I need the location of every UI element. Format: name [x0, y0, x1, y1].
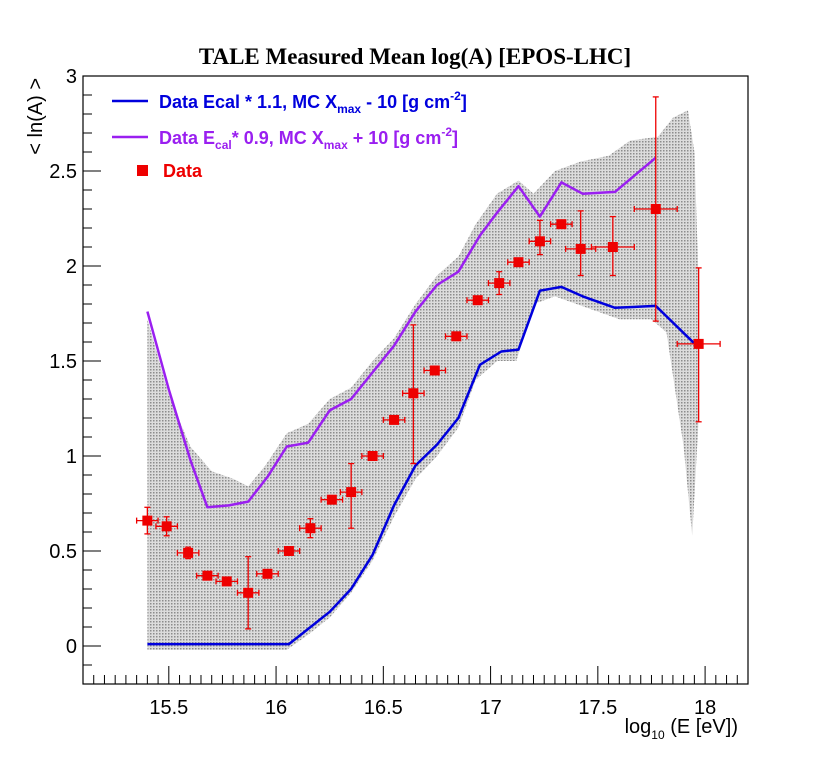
- legend: Data Ecal * 1.1, MC Xmax - 10 [g cm-2] D…: [112, 89, 467, 181]
- data-marker: [513, 257, 524, 268]
- data-marker: [326, 494, 337, 505]
- data-marker: [389, 414, 400, 425]
- y-axis-label: < ln(A) >: [25, 78, 47, 155]
- series-line-blue: [147, 285, 700, 646]
- data-point: [466, 295, 490, 306]
- data-point: [320, 494, 344, 505]
- y-tick-label: 2.5: [49, 161, 77, 183]
- data-marker: [451, 331, 462, 342]
- legend-data-marker: [137, 165, 148, 176]
- y-tick-label: 0.5: [49, 541, 77, 563]
- band-area: [147, 110, 699, 650]
- data-point: [339, 462, 363, 529]
- data-point: [401, 324, 425, 465]
- x-tick-label: 18: [694, 697, 716, 719]
- data-point: [215, 576, 239, 587]
- x-tick-label: 16: [265, 697, 287, 719]
- data-marker: [556, 219, 567, 230]
- x-tick-label: 17.5: [578, 697, 617, 719]
- data-point: [299, 518, 322, 539]
- data-marker: [575, 243, 586, 254]
- y-tick-label: 1.5: [49, 351, 77, 373]
- data-marker: [202, 570, 213, 581]
- data-point: [633, 96, 678, 322]
- x-tick-label: 17: [479, 697, 501, 719]
- data-marker: [408, 388, 419, 399]
- data-point: [382, 414, 406, 425]
- data-point: [423, 365, 447, 376]
- y-tick-label: 2: [66, 256, 77, 278]
- data-marker: [494, 278, 505, 289]
- data-point: [590, 215, 635, 277]
- series-line-purple: [146, 156, 657, 509]
- legend-purple-label: Data Ecal* 0.9, MC Xmax + 10 [g cm-2]: [159, 125, 458, 152]
- data-point: [277, 546, 301, 556]
- data-marker: [221, 576, 232, 587]
- data-point: [565, 210, 597, 277]
- data-point: [444, 331, 468, 342]
- data-point: [155, 516, 179, 537]
- data-marker: [183, 547, 194, 558]
- data-point: [676, 267, 721, 423]
- data-marker: [161, 521, 172, 532]
- data-marker: [607, 242, 618, 252]
- systematic-band: [147, 110, 699, 650]
- data-marker: [650, 204, 661, 214]
- data-point: [528, 219, 552, 256]
- x-tick-label: 16.5: [364, 697, 403, 719]
- data-point: [176, 546, 200, 560]
- y-tick-label: 3: [66, 66, 77, 88]
- legend-data-label: Data: [163, 161, 203, 181]
- data-point: [487, 271, 511, 296]
- chart-title: TALE Measured Mean log(A) [EPOS-LHC]: [199, 44, 631, 69]
- x-axis-label: log10 (E [eV]): [625, 716, 738, 742]
- data-points: [135, 96, 721, 630]
- data-marker: [305, 523, 316, 534]
- data-marker: [472, 295, 483, 306]
- data-marker: [534, 236, 545, 247]
- data-marker: [243, 587, 254, 598]
- data-point: [361, 451, 384, 461]
- y-tick-label: 1: [66, 446, 77, 468]
- axis-ticks: 15.5 16 16.5 17 17.5 18 0 0.5 1 1.5 2 2.5 3: [49, 66, 749, 719]
- data-marker: [142, 515, 153, 526]
- data-marker: [429, 365, 440, 376]
- data-point: [196, 570, 219, 581]
- data-marker: [283, 546, 294, 556]
- data-marker: [346, 487, 357, 498]
- x-tick-label: 15.5: [149, 697, 188, 719]
- legend-blue-label: Data Ecal * 1.1, MC Xmax - 10 [g cm-2]: [159, 89, 467, 116]
- data-point: [236, 556, 260, 630]
- data-marker: [262, 568, 273, 579]
- y-tick-label: 0: [66, 636, 77, 658]
- data-marker: [367, 451, 378, 461]
- data-point: [135, 506, 159, 535]
- data-point: [256, 568, 279, 579]
- data-point: [549, 219, 573, 230]
- data-point: [507, 257, 530, 268]
- series-lines: [146, 156, 700, 646]
- data-marker: [693, 338, 704, 349]
